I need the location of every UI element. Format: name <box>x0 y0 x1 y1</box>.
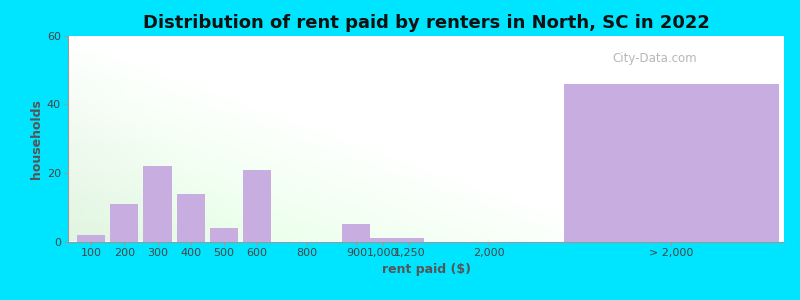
Text: City-Data.com: City-Data.com <box>612 52 697 65</box>
Title: Distribution of rent paid by renters in North, SC in 2022: Distribution of rent paid by renters in … <box>142 14 710 32</box>
Bar <box>395 238 423 242</box>
Bar <box>77 235 106 242</box>
Bar <box>143 166 171 242</box>
Bar <box>177 194 205 242</box>
Bar <box>210 228 238 242</box>
Y-axis label: households: households <box>30 99 42 179</box>
Bar <box>369 238 397 242</box>
Bar <box>563 84 779 242</box>
Bar <box>342 224 370 242</box>
Bar <box>110 204 138 242</box>
Bar <box>243 169 271 242</box>
X-axis label: rent paid ($): rent paid ($) <box>382 262 470 276</box>
